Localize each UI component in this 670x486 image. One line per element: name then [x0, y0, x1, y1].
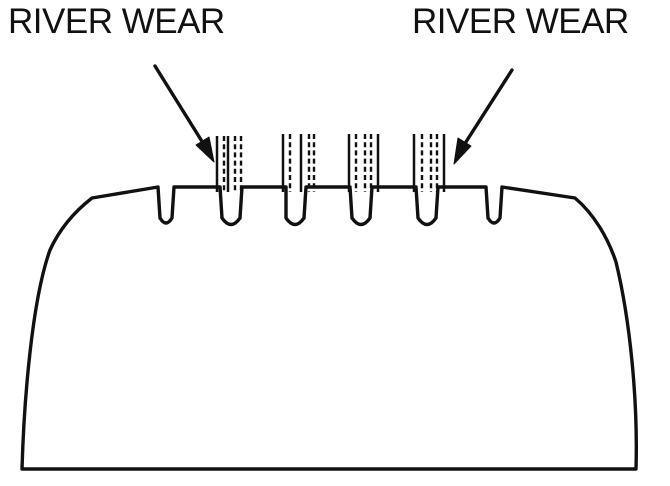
tire-outline — [20, 185, 638, 471]
arrow-right — [453, 68, 514, 165]
arrow-left — [153, 64, 215, 163]
river-wear-label-left: RIVER WEAR — [8, 2, 225, 41]
river-wear-marks — [215, 134, 446, 192]
river-wear-label-right: RIVER WEAR — [412, 2, 629, 41]
